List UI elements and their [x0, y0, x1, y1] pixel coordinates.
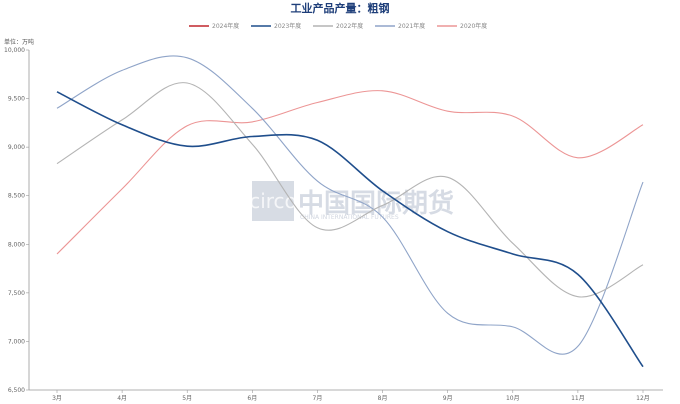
- x-tick-label: 9月: [443, 395, 453, 402]
- legend-label: 2020年度: [460, 22, 487, 30]
- x-tick-label: 10月: [506, 395, 520, 402]
- x-tick-label: 11月: [571, 395, 585, 402]
- y-tick-label: 6,500: [8, 387, 25, 394]
- legend-item[interactable]: 2023年度: [251, 22, 301, 30]
- x-tick-label: 6月: [247, 395, 257, 402]
- watermark-logo-text: circo: [249, 189, 297, 213]
- legend-label: 2024年度: [212, 22, 239, 30]
- y-tick-label: 9,000: [8, 144, 25, 151]
- y-tick-label: 7,500: [8, 290, 25, 297]
- legend-item[interactable]: 2022年度: [313, 22, 363, 30]
- series-line-2022年度: [56, 82, 644, 298]
- legend-item[interactable]: 2021年度: [375, 22, 425, 30]
- x-tick-label: 5月: [182, 395, 192, 402]
- watermark: circo 中国国际期货 CHINA INTERNATIONAL FUTURES: [249, 181, 454, 221]
- x-tick-label: 8月: [378, 395, 388, 402]
- x-tick-label: 4月: [117, 395, 127, 402]
- legend-item[interactable]: 2024年度: [189, 22, 239, 30]
- x-tick-label: 3月: [52, 395, 62, 402]
- y-tick-label: 9,500: [8, 96, 25, 103]
- watermark-company-name: 中国国际期货: [298, 188, 454, 219]
- y-tick-label: 8,000: [8, 241, 25, 248]
- y-tick-label: 8,500: [8, 193, 25, 200]
- legend: 2024年度 2023年度 2022年度 2021年度 2020年度: [189, 22, 487, 30]
- series-line-2023年度: [56, 91, 644, 368]
- y-tick-label: 10,000: [4, 47, 25, 54]
- series-lines: [56, 55, 644, 368]
- series-line-2020年度: [56, 90, 644, 255]
- axes: 6,500 7,000 7,500 8,000 8,500 9,000 9,500 10,00…: [4, 47, 663, 402]
- x-tick-label: 7月: [313, 395, 323, 402]
- series-line-2021年度: [56, 55, 644, 355]
- unit-label: 单位：万吨: [4, 38, 34, 46]
- x-tick-label: 12月: [636, 395, 650, 402]
- legend-item[interactable]: 2020年度: [437, 22, 487, 30]
- legend-label: 2023年度: [274, 22, 301, 30]
- chart-title: 工业产品产量：粗钢: [291, 1, 390, 15]
- legend-label: 2021年度: [398, 22, 425, 30]
- watermark-logo-box: [252, 181, 294, 221]
- y-tick-label: 7,000: [8, 338, 25, 345]
- legend-label: 2022年度: [336, 22, 363, 30]
- watermark-company-name-en: CHINA INTERNATIONAL FUTURES: [300, 214, 399, 221]
